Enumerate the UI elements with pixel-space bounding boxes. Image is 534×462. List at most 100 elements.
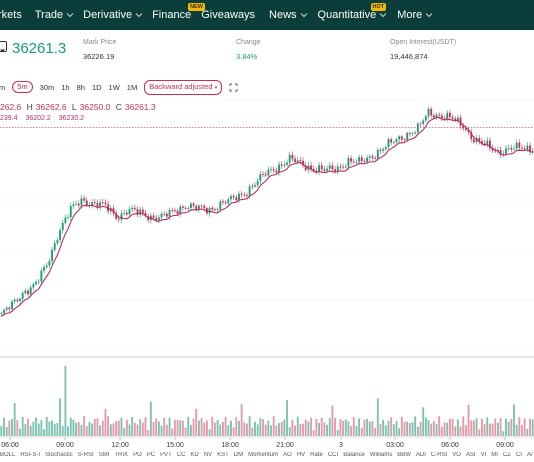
candle-body <box>189 203 192 208</box>
indicator-tab[interactable]: BOLL <box>0 452 16 458</box>
indicator-tab[interactable]: DM <box>233 452 244 458</box>
interval-5m[interactable]: 5m <box>12 81 33 93</box>
nav-item-derivative[interactable]: Derivative <box>83 9 143 21</box>
indicator-tab[interactable]: Momentum <box>248 452 279 458</box>
indicator-tab[interactable]: PO <box>133 452 142 458</box>
volume-bar <box>77 422 80 436</box>
indicator-tab[interactable]: VI <box>480 452 487 458</box>
candle-body <box>248 186 251 196</box>
indicator-tab[interactable]: ASI <box>465 452 476 458</box>
volume-bar <box>379 423 382 436</box>
volume-bar <box>155 418 158 436</box>
candle-body <box>483 143 486 145</box>
indicator-tab[interactable]: KST <box>217 452 229 458</box>
volume-bar <box>75 422 78 436</box>
interval-1mo[interactable]: 1M <box>126 82 138 92</box>
candle-body <box>366 157 369 162</box>
indicator-tab[interactable]: S-RSI <box>77 452 94 458</box>
indicator-tab[interactable]: C-RSI <box>430 452 448 458</box>
interval-1d[interactable]: 1D <box>91 82 102 92</box>
candle-body <box>45 265 48 268</box>
indicator-tab[interactable]: KD <box>190 452 199 458</box>
indicator-tab[interactable]: CC <box>176 452 186 458</box>
volume-bar <box>267 420 270 436</box>
ohlc-readout: 262.6 H 36262.6 L 36250.0 C 36261.3 <box>0 102 159 112</box>
volume-bar <box>8 420 11 436</box>
indicator-tab[interactable]: Stochastic <box>45 452 73 458</box>
candle-body <box>502 153 505 155</box>
indicator-tab[interactable]: ADI <box>415 452 426 458</box>
volume-bar <box>342 420 345 436</box>
candle-body <box>432 115 435 118</box>
volume-bar <box>101 420 104 436</box>
nav-item-news[interactable]: News <box>269 9 308 21</box>
volume-bar <box>13 403 16 436</box>
indicator-tab[interactable]: Williams <box>369 452 393 458</box>
ma-value-3: 36230.2 <box>58 115 85 122</box>
expand-icon[interactable] <box>229 83 238 92</box>
indicator-tab[interactable]: RSI-S-I <box>20 452 41 458</box>
indicator-tab[interactable]: TRIX <box>114 452 129 458</box>
candle-body <box>339 166 342 168</box>
volume-bar <box>11 419 13 436</box>
nav-item-quantitative[interactable]: Quantitative HOT <box>318 3 388 21</box>
nav-item-finance[interactable]: Finance NEW <box>152 3 205 21</box>
ohlc-low-key: L <box>71 102 77 112</box>
candle-body <box>187 207 190 209</box>
indicator-tab[interactable]: AO <box>283 452 292 458</box>
volume-bar <box>392 424 395 436</box>
chevron-down-icon <box>425 13 433 18</box>
volume-bar <box>3 417 5 436</box>
volume-bar <box>440 426 443 436</box>
candle-body <box>294 158 296 162</box>
volume-bar <box>88 421 91 436</box>
candle-body <box>222 201 224 203</box>
indicator-tab[interactable]: SMI <box>98 452 110 458</box>
volume-bar <box>43 429 45 436</box>
indicator-tab[interactable]: CI <box>515 452 522 458</box>
candle-body <box>440 115 443 119</box>
nav-item-trade[interactable]: Trade <box>35 9 74 21</box>
volume-bar <box>280 421 283 436</box>
candle-body <box>109 208 112 212</box>
nav-item-markets[interactable]: rkets <box>0 9 22 21</box>
volume-bar <box>24 423 27 436</box>
interval-30m[interactable]: 30m <box>39 82 55 92</box>
candle-body <box>275 170 278 173</box>
volume-bar <box>37 423 40 436</box>
indicator-tab[interactable]: MI <box>491 452 498 458</box>
symbol-dropdown[interactable] <box>0 41 7 52</box>
candle-body <box>310 165 312 169</box>
indicator-tab[interactable]: VO <box>452 452 461 458</box>
indicator-tab[interactable]: A/ <box>526 452 533 458</box>
indicator-tab[interactable]: PC <box>146 452 156 458</box>
interval-1h[interactable]: 1h <box>61 82 70 92</box>
indicator-tab[interactable]: PVT <box>160 452 172 458</box>
candle-body <box>168 209 171 217</box>
indicator-tab[interactable]: CCI <box>327 452 339 458</box>
volume-bar <box>251 427 254 436</box>
indicator-tab[interactable]: Balance <box>343 452 365 458</box>
indicator-tab[interactable]: HV <box>296 452 306 458</box>
indicator-tab[interactable]: Rate <box>310 452 323 458</box>
candle-body <box>518 142 521 148</box>
interval-1m[interactable]: m <box>0 82 6 92</box>
time-label: 09:00 <box>496 442 514 449</box>
nav-item-more[interactable]: More <box>397 9 433 21</box>
interval-8h[interactable]: 8h <box>76 82 85 92</box>
volume-bar <box>430 423 433 436</box>
candle-body <box>315 170 318 172</box>
indicator-tab[interactable]: NV <box>203 452 213 458</box>
backward-adjusted-select[interactable]: Backward adjusted ▾ <box>144 79 223 95</box>
candle-body <box>448 112 451 118</box>
indicator-tab[interactable]: BBW <box>397 452 411 458</box>
volume-bar <box>141 422 144 436</box>
volume-bar <box>232 427 235 436</box>
nav-item-giveaways[interactable]: Giveaways <box>201 9 255 21</box>
candle-body <box>286 162 288 165</box>
candle-body <box>152 215 155 218</box>
interval-1w[interactable]: 1W <box>108 82 120 92</box>
indicator-tab[interactable]: CZ <box>502 452 511 458</box>
ohlc-close-key: C <box>115 102 122 112</box>
